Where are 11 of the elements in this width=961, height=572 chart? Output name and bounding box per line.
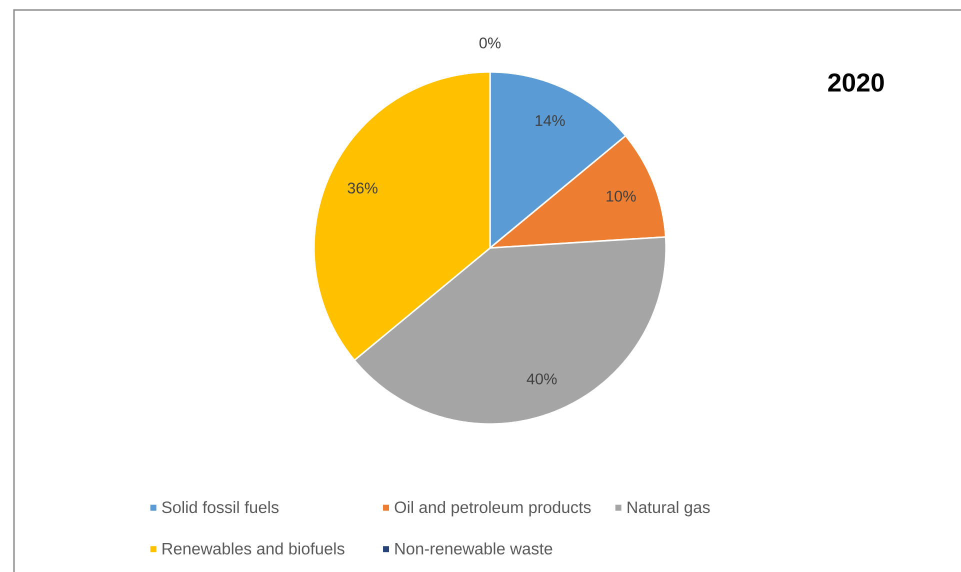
text: 2020: [828, 73, 884, 92]
legend-label: Renewables and biofuels: [162, 542, 344, 555]
data-label: 10%: [606, 190, 636, 202]
legend-label: Oil and petroleum products: [394, 501, 591, 516]
legend-label: Solid fossil fuels: [162, 501, 279, 514]
data-label: 36%: [348, 182, 378, 194]
data-label: 40%: [526, 373, 557, 384]
text: 0%: [479, 37, 501, 48]
legend-label: Natural gas: [628, 501, 710, 516]
legend-label: Non-renewable waste: [395, 542, 552, 555]
data-label: 14%: [536, 115, 565, 126]
